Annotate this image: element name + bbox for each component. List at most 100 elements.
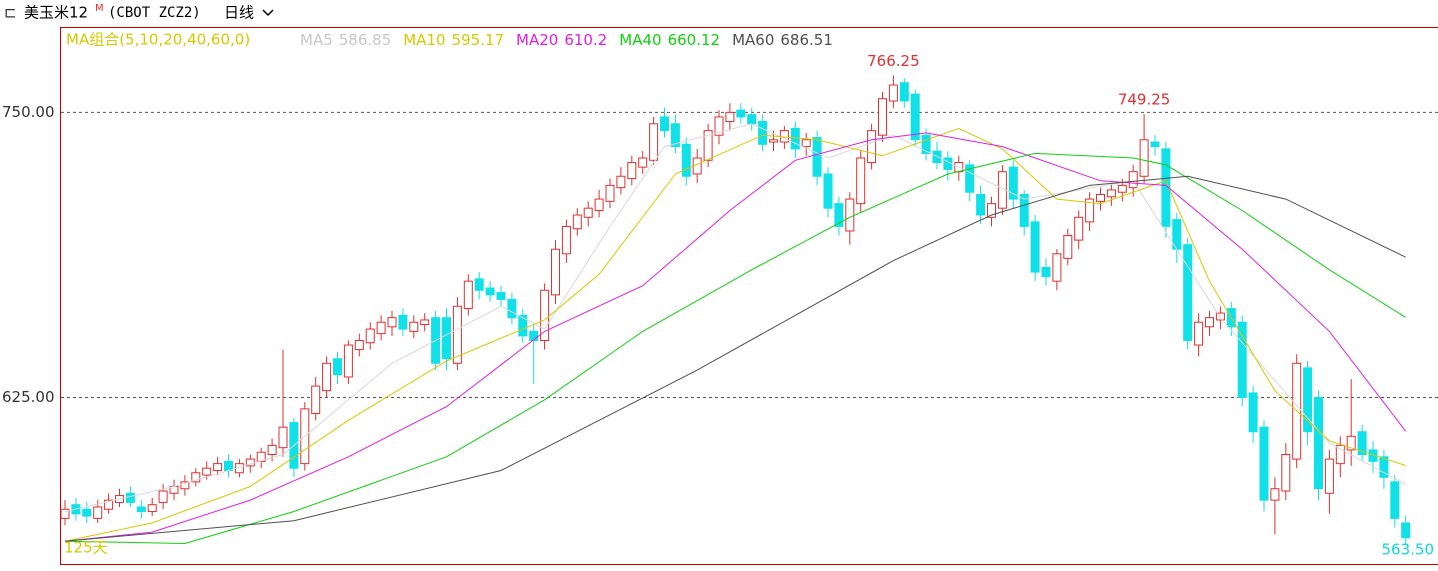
y-tick-label: 625.00 bbox=[2, 388, 55, 406]
candle-body bbox=[388, 318, 396, 327]
legend-name: MA5 bbox=[300, 31, 333, 49]
candle-body bbox=[737, 110, 745, 117]
candle-body bbox=[1195, 322, 1203, 345]
candle-body bbox=[1315, 397, 1323, 488]
candle-body bbox=[1325, 459, 1333, 493]
candle-body bbox=[584, 208, 592, 217]
candle-body bbox=[606, 185, 614, 201]
candle-body bbox=[1402, 523, 1410, 538]
candle-body bbox=[1031, 222, 1039, 272]
candle-body bbox=[475, 279, 483, 290]
candle-body bbox=[1304, 368, 1312, 432]
legend-entry: MA10 595.17 bbox=[403, 31, 504, 49]
candle-body bbox=[486, 288, 494, 295]
candle-body bbox=[802, 140, 810, 147]
candle-body bbox=[1140, 140, 1148, 176]
legend-entry: MA60 686.51 bbox=[732, 31, 833, 49]
candle-body bbox=[573, 215, 581, 229]
legend-entry: MA5 586.85 bbox=[300, 31, 391, 49]
candle-body bbox=[148, 505, 156, 512]
legend-value: 660.12 bbox=[668, 31, 721, 49]
candle-body bbox=[1151, 142, 1159, 147]
candle-body bbox=[214, 464, 222, 471]
legend-value: 595.17 bbox=[452, 31, 505, 49]
candle-body bbox=[312, 386, 320, 413]
legend-name: MA60 bbox=[732, 31, 774, 49]
candle-body bbox=[137, 507, 145, 512]
candle-body bbox=[1206, 318, 1214, 327]
legend-value: 586.85 bbox=[339, 31, 392, 49]
candle-body bbox=[377, 322, 385, 333]
candle-body bbox=[1336, 445, 1344, 463]
candle-body bbox=[421, 320, 429, 325]
legend-name: MA10 bbox=[403, 31, 445, 49]
candle-body bbox=[900, 83, 908, 101]
candle-body bbox=[889, 85, 897, 101]
legend-entry: MA40 660.12 bbox=[619, 31, 720, 49]
span-label: 125天 bbox=[64, 539, 108, 557]
candle-body bbox=[203, 468, 211, 475]
candle-body bbox=[1075, 217, 1083, 240]
candle-body bbox=[617, 176, 625, 187]
candle-body bbox=[1107, 190, 1115, 197]
candle-body bbox=[508, 299, 516, 317]
legend-title[interactable]: MA组合(5,10,20,40,60,0) bbox=[66, 31, 250, 49]
candle-body bbox=[977, 195, 985, 216]
y-tick-label: 750.00 bbox=[2, 103, 55, 121]
candle-body bbox=[497, 293, 505, 300]
menu-icon[interactable]: ⊏ bbox=[4, 4, 17, 22]
candle-body bbox=[868, 131, 876, 163]
symbol: 美玉米12 bbox=[24, 4, 88, 22]
candle-body bbox=[126, 493, 134, 502]
high-label: 749.25 bbox=[1118, 91, 1171, 109]
candle-body bbox=[759, 122, 767, 145]
candle-body bbox=[83, 509, 91, 516]
code: (CBOT ZCZ2) bbox=[108, 5, 201, 21]
candle-body bbox=[879, 99, 887, 135]
candle-body bbox=[1238, 322, 1246, 397]
candle-body bbox=[94, 507, 102, 518]
period[interactable]: 日线 bbox=[224, 4, 254, 22]
legend-name: MA40 bbox=[619, 31, 661, 49]
candle-body bbox=[355, 340, 363, 349]
candle-body bbox=[552, 249, 560, 295]
candle-body bbox=[159, 491, 167, 502]
legend-value: 686.51 bbox=[780, 31, 833, 49]
candle-body bbox=[661, 117, 669, 131]
badge: M bbox=[95, 3, 104, 14]
candle-body bbox=[334, 359, 342, 375]
candle-body bbox=[1260, 427, 1268, 500]
candle-body bbox=[595, 199, 603, 210]
legend-value: 610.2 bbox=[564, 31, 607, 49]
candle-body bbox=[846, 199, 854, 231]
candle-body bbox=[748, 115, 756, 124]
candle-body bbox=[225, 461, 233, 470]
candle-body bbox=[1097, 195, 1105, 202]
candle-body bbox=[639, 158, 647, 167]
candle-body bbox=[824, 174, 832, 208]
candle-body bbox=[410, 322, 418, 331]
candle-body bbox=[268, 445, 276, 454]
candle-body bbox=[770, 140, 778, 142]
candle-body bbox=[323, 363, 331, 390]
candle-body bbox=[344, 345, 352, 377]
candle-body bbox=[1282, 455, 1290, 491]
candle-body bbox=[1184, 245, 1192, 341]
candle-body bbox=[1042, 267, 1050, 276]
candle-body bbox=[1271, 489, 1279, 500]
legend-name: MA20 bbox=[516, 31, 558, 49]
candle-body bbox=[911, 94, 919, 140]
candle-body bbox=[1064, 236, 1072, 259]
candle-body bbox=[399, 315, 407, 329]
candle-body bbox=[530, 331, 538, 340]
candle-body bbox=[650, 124, 658, 160]
candle-body bbox=[1118, 185, 1126, 192]
candle-body bbox=[628, 163, 636, 179]
candle-body bbox=[857, 158, 865, 204]
high-label: 766.25 bbox=[867, 52, 920, 70]
candle-body bbox=[813, 137, 821, 176]
candle-body bbox=[443, 318, 451, 359]
